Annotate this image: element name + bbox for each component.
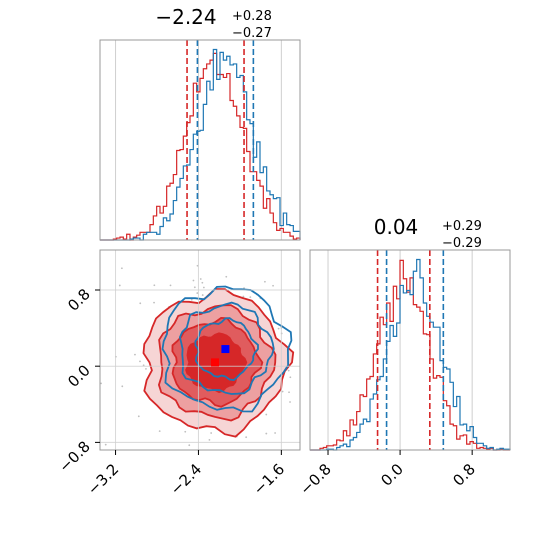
sample-point — [287, 369, 290, 372]
sample-point — [265, 432, 268, 435]
sample-point — [188, 444, 191, 447]
sample-point — [264, 280, 266, 283]
sample-point — [249, 296, 252, 299]
sample-point — [192, 279, 195, 282]
sample-point — [120, 267, 123, 270]
histogram-series — [310, 250, 511, 451]
histogram-step-blue — [100, 48, 301, 241]
sample-point — [184, 430, 187, 433]
sample-point — [277, 327, 280, 330]
sample-point — [225, 275, 228, 278]
sample-point — [139, 302, 142, 305]
sample-point — [265, 413, 268, 416]
sample-point — [289, 376, 292, 379]
sample-point — [201, 281, 204, 284]
panel-title-param1: −2.24 — [155, 5, 216, 29]
histogram-panel-param2: 0.04 +0.29 −0.29 — [309, 215, 511, 451]
sample-point — [100, 382, 102, 385]
title-upper-error: +0.29 — [442, 219, 482, 234]
marker-red — [211, 358, 220, 367]
joint-contour-panel — [99, 249, 301, 451]
contour-blue-level — [178, 301, 275, 395]
histogram-panel-param1: −2.24 +0.28 −0.27 — [99, 5, 301, 241]
histogram-step-blue — [310, 258, 511, 451]
panel-title-param2: 0.04 — [374, 215, 419, 239]
histogram-step-red — [100, 52, 301, 241]
sample-point — [137, 415, 140, 418]
sample-point — [208, 438, 211, 441]
sample-point — [118, 284, 121, 287]
sample-point — [245, 436, 248, 439]
sample-point — [193, 286, 196, 289]
sample-point — [145, 367, 147, 370]
contour-blue-level — [161, 285, 293, 413]
title-lower-error: −0.27 — [232, 26, 272, 41]
sample-point — [281, 390, 284, 393]
sample-point — [153, 284, 156, 287]
sample-point — [196, 292, 199, 294]
title-lower-error: −0.29 — [442, 236, 482, 251]
best-fit-markers — [211, 345, 230, 367]
sample-point — [190, 298, 193, 301]
histogram-step-red — [310, 259, 510, 451]
title-upper-error: +0.28 — [232, 9, 272, 24]
sample-point — [134, 353, 136, 356]
sample-point — [201, 294, 204, 296]
grid-lines — [115, 40, 282, 240]
sample-point — [202, 286, 205, 289]
sample-point — [169, 284, 172, 287]
grid-lines — [100, 250, 300, 450]
sample-point — [121, 385, 124, 388]
axes-frame — [309, 249, 511, 451]
histogram-series — [100, 40, 301, 241]
sample-point — [153, 301, 155, 304]
sample-point — [272, 284, 274, 287]
sample-point — [274, 432, 276, 434]
sample-point — [289, 401, 291, 403]
sample-point — [139, 360, 141, 363]
title-main: −2.24 — [155, 5, 216, 29]
sample-point — [210, 432, 213, 434]
axes-frame — [99, 249, 301, 451]
sample-point — [242, 295, 245, 298]
sample-point — [104, 443, 107, 446]
sample-point — [142, 364, 145, 367]
marker-blue — [221, 345, 230, 354]
sample-point — [158, 430, 161, 433]
axes-frame — [99, 39, 301, 241]
sample-point — [288, 391, 290, 394]
title-main: 0.04 — [374, 215, 419, 239]
sample-point — [199, 278, 202, 280]
